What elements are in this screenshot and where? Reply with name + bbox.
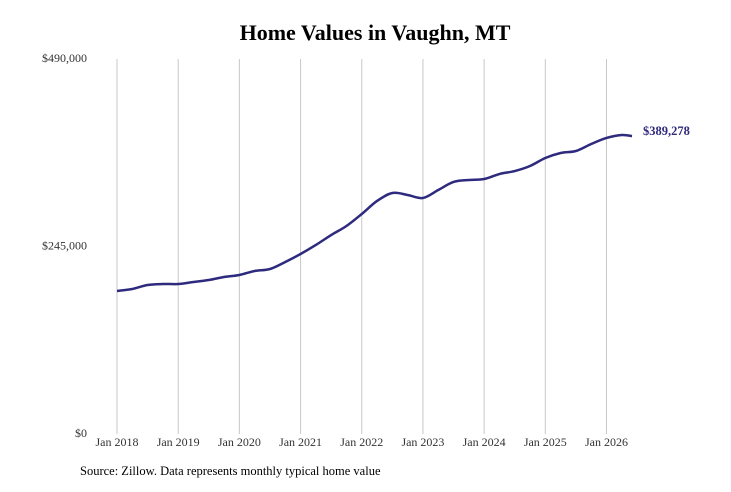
data-line (116, 133, 633, 293)
x-tick-label: Jan 2023 (401, 435, 444, 449)
x-tick-label: Jan 2019 (157, 435, 200, 449)
x-tick-label: Jan 2022 (340, 435, 383, 449)
x-tick-label: Jan 2026 (585, 435, 628, 449)
x-tick-label: Jan 2024 (463, 435, 506, 449)
y-tick-label: $245,000 (42, 238, 87, 252)
end-value-label: $389,278 (643, 124, 690, 138)
x-tick-label: Jan 2020 (218, 435, 261, 449)
chart-title: Home Values in Vaughn, MT (240, 20, 511, 45)
source-note: Source: Zillow. Data represents monthly … (80, 464, 381, 478)
y-tick-label: $0 (75, 426, 87, 440)
x-tick-label: Jan 2021 (279, 435, 322, 449)
x-tick-label: Jan 2018 (96, 435, 139, 449)
x-tick-label: Jan 2025 (524, 435, 567, 449)
y-tick-label: $490,000 (42, 51, 87, 65)
